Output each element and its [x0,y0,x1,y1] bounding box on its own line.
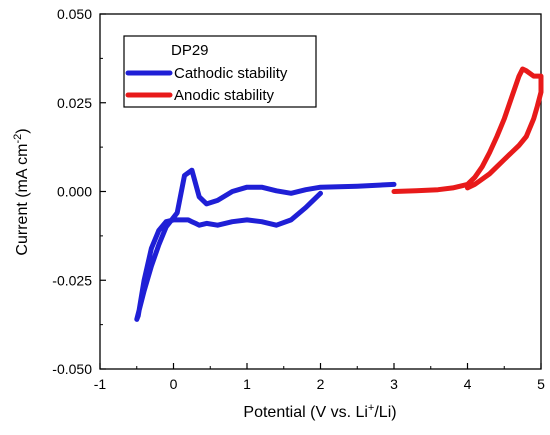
x-tick-label: 2 [317,376,325,392]
y-tick-label: 0.000 [57,184,92,200]
x-tick-label: 1 [243,376,251,392]
x-axis-title: Potential (V vs. Li+/Li) [243,402,396,421]
series-cathodic-stability [134,167,397,322]
y-tick-label: -0.025 [52,272,92,288]
legend-title: DP29 [171,42,209,59]
legend-label-cathodic: Cathodic stability [174,65,288,82]
x-tick-label: -1 [94,376,107,392]
x-tick-label: 4 [464,376,472,392]
x-tick-label: 5 [537,376,545,392]
y-tick-label: 0.050 [57,6,92,22]
y-tick-label: -0.050 [52,361,92,377]
x-tick-label: 0 [170,376,178,392]
legend: DP29 Cathodic stability Anodic stability [123,35,317,108]
series-layer [134,66,544,322]
legend-label-anodic: Anodic stability [174,87,275,104]
y-axis-title: Current (mA cm-2) [12,128,31,255]
x-tick-label: 3 [390,376,398,392]
y-tick-label: 0.025 [57,95,92,111]
y-axis-ticks: -0.050 -0.025 0.000 0.025 0.050 [52,6,106,377]
x-axis-ticks: -1 0 1 2 3 4 5 [94,363,545,392]
series-anodic-stability [391,66,544,194]
